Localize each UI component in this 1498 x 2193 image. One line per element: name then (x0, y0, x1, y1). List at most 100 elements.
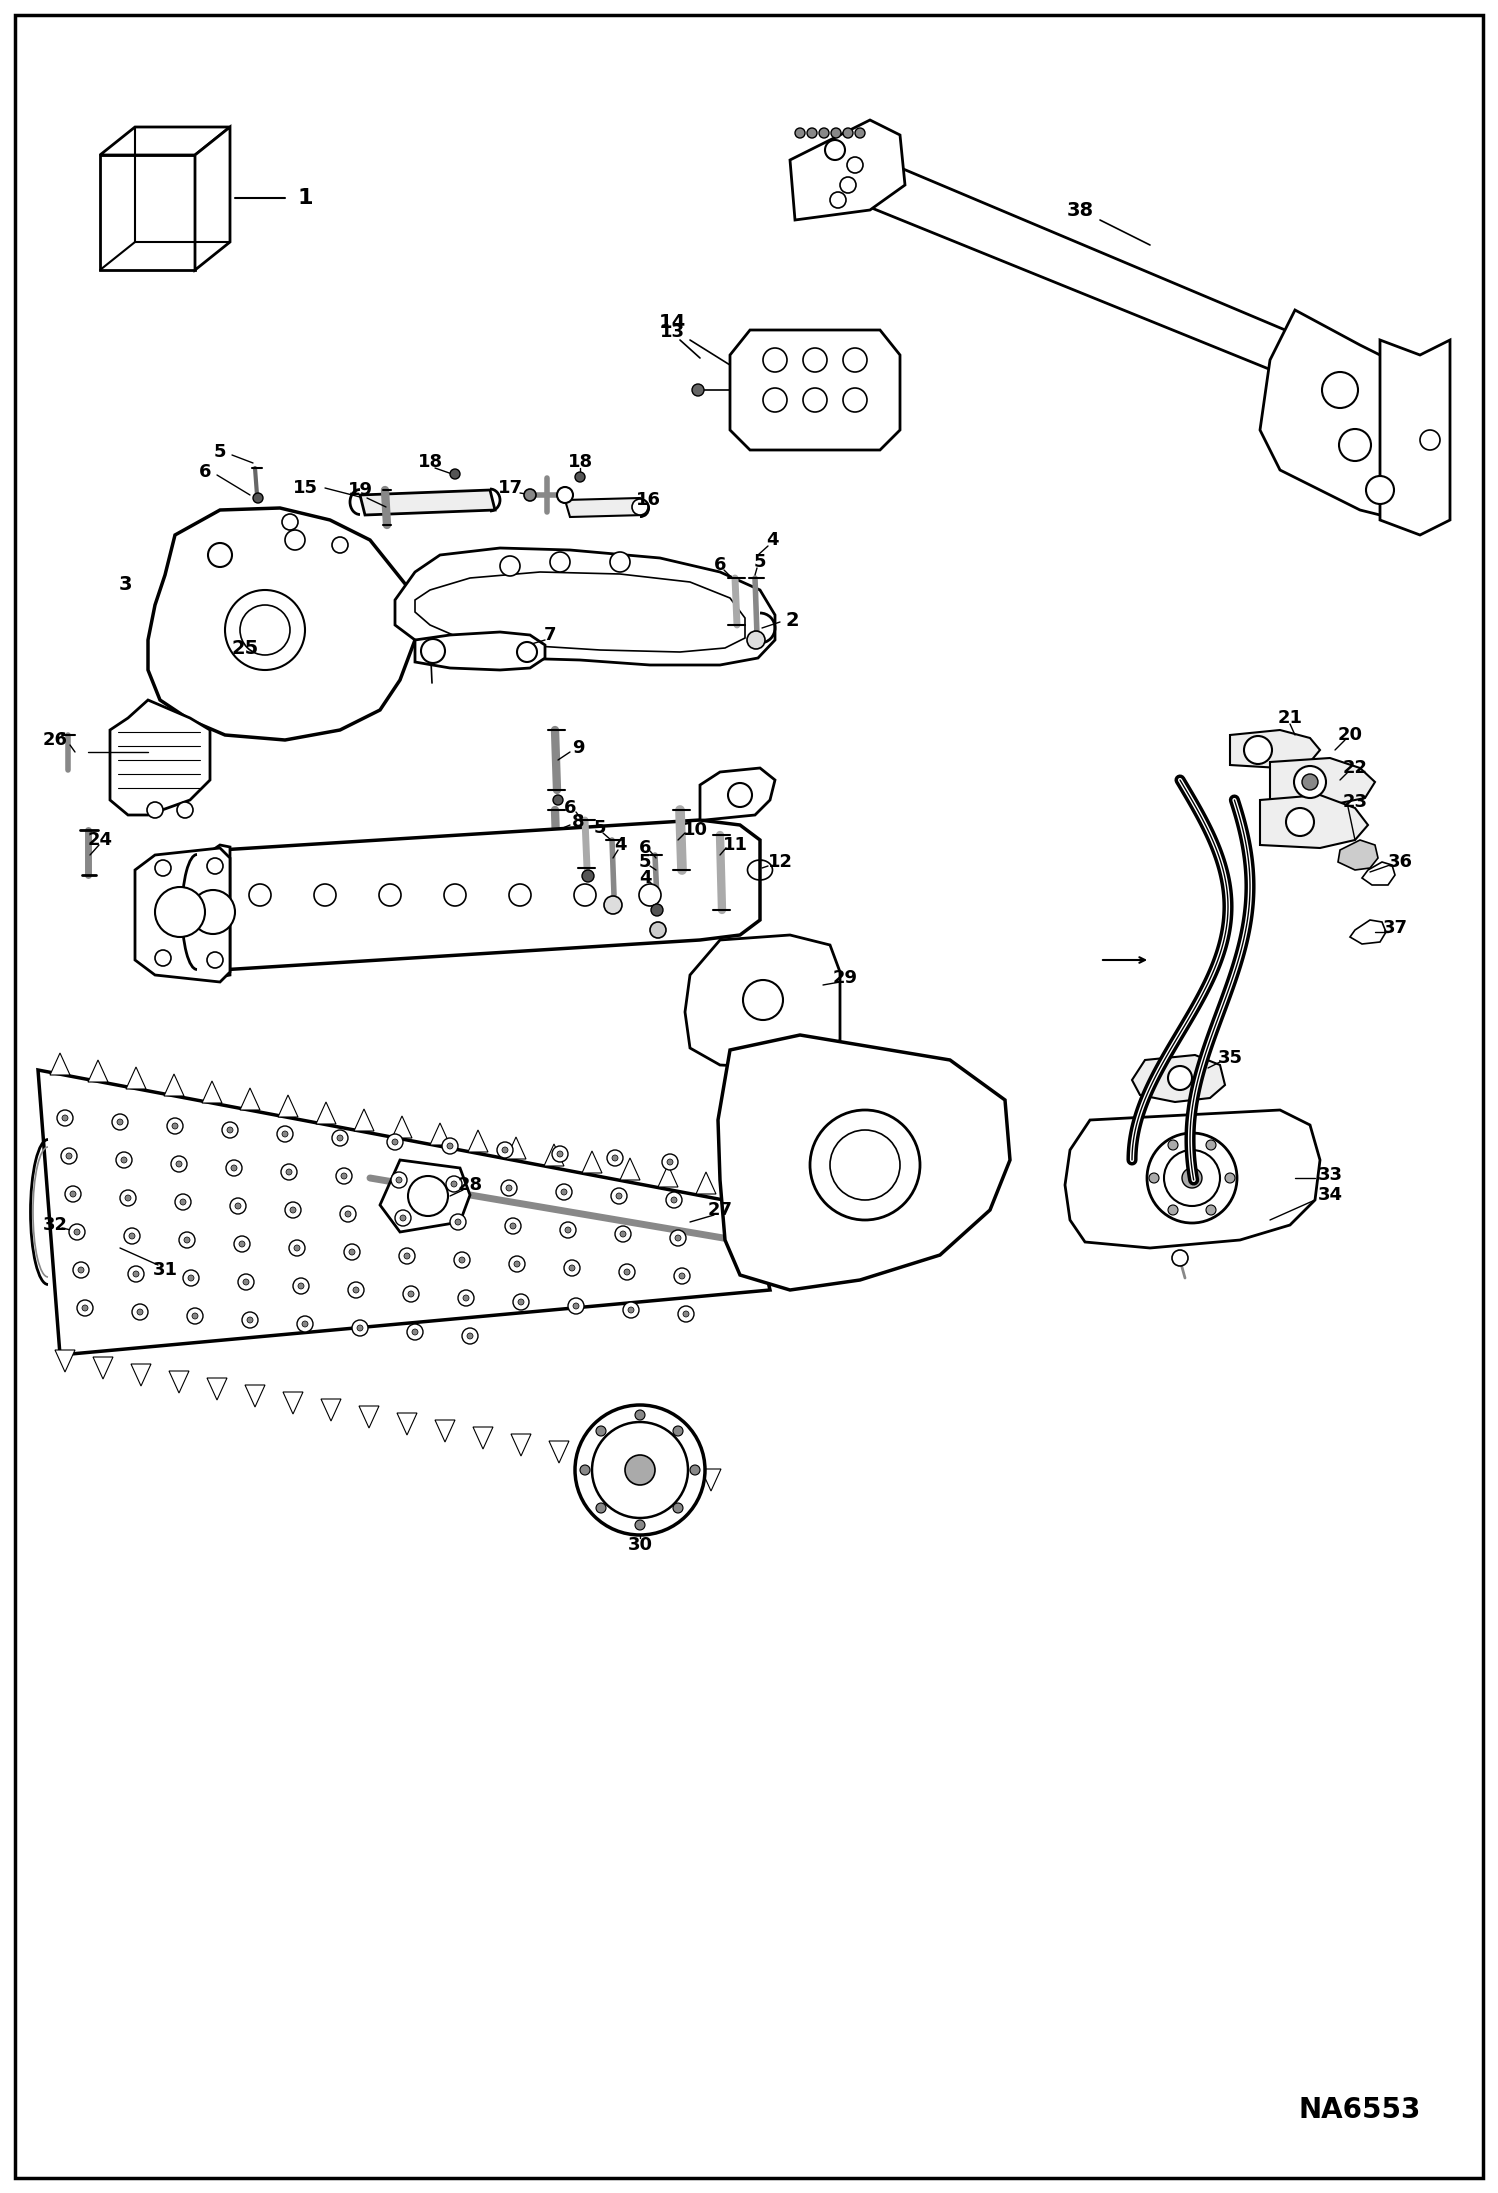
Circle shape (1164, 1149, 1219, 1206)
Circle shape (449, 1215, 466, 1230)
Polygon shape (565, 498, 646, 518)
Circle shape (551, 1147, 568, 1162)
Text: 4: 4 (638, 868, 652, 886)
Polygon shape (697, 1171, 716, 1193)
Text: 27: 27 (707, 1202, 733, 1219)
Text: 28: 28 (457, 1175, 482, 1193)
Text: 20: 20 (1338, 726, 1363, 743)
Text: 10: 10 (683, 820, 707, 840)
Polygon shape (354, 1110, 374, 1132)
Circle shape (673, 1502, 683, 1513)
Text: 29: 29 (833, 969, 857, 987)
Circle shape (611, 1189, 628, 1204)
Circle shape (78, 1268, 84, 1272)
Circle shape (235, 1204, 241, 1208)
Circle shape (502, 1147, 508, 1154)
Circle shape (830, 193, 846, 208)
Circle shape (580, 1465, 590, 1476)
Text: 5: 5 (214, 443, 226, 461)
Polygon shape (625, 1454, 646, 1478)
Circle shape (560, 1189, 568, 1195)
Circle shape (500, 1180, 517, 1195)
Polygon shape (93, 1357, 112, 1379)
Circle shape (550, 553, 571, 572)
Circle shape (762, 349, 786, 373)
Circle shape (407, 1175, 448, 1215)
Circle shape (243, 1311, 258, 1329)
Circle shape (667, 1193, 682, 1208)
Circle shape (192, 1314, 198, 1318)
Circle shape (285, 531, 306, 550)
Circle shape (187, 1307, 204, 1325)
Circle shape (1366, 476, 1395, 504)
Text: 18: 18 (418, 454, 442, 471)
Circle shape (632, 500, 649, 515)
Text: 7: 7 (544, 625, 556, 645)
Circle shape (286, 1169, 292, 1175)
Text: 34: 34 (1318, 1186, 1342, 1204)
Text: 6: 6 (199, 463, 211, 480)
Circle shape (121, 1158, 127, 1162)
Circle shape (509, 1257, 524, 1272)
Circle shape (120, 1191, 136, 1206)
Polygon shape (467, 1129, 488, 1151)
Polygon shape (130, 1364, 151, 1386)
Circle shape (840, 178, 855, 193)
Circle shape (679, 1307, 694, 1322)
Circle shape (683, 1311, 689, 1318)
Polygon shape (395, 548, 774, 664)
Polygon shape (664, 1463, 683, 1485)
Circle shape (154, 860, 171, 875)
Polygon shape (392, 1116, 412, 1138)
Polygon shape (195, 820, 759, 969)
Text: 6: 6 (638, 840, 652, 857)
Circle shape (298, 1283, 304, 1289)
Circle shape (73, 1261, 88, 1279)
Circle shape (154, 950, 171, 965)
Circle shape (231, 1197, 246, 1215)
Polygon shape (195, 127, 231, 270)
Circle shape (70, 1191, 76, 1197)
Circle shape (398, 1248, 415, 1263)
Circle shape (458, 1289, 473, 1307)
Circle shape (178, 1232, 195, 1248)
Circle shape (115, 1151, 132, 1169)
Circle shape (568, 1298, 584, 1314)
Circle shape (628, 1307, 634, 1314)
Circle shape (354, 1287, 360, 1294)
Text: 11: 11 (722, 836, 748, 853)
Circle shape (337, 1136, 343, 1140)
Circle shape (342, 1173, 348, 1180)
Circle shape (1206, 1140, 1216, 1149)
Text: 33: 33 (1318, 1167, 1342, 1184)
Circle shape (172, 1123, 178, 1129)
Text: 4: 4 (614, 836, 626, 853)
Polygon shape (195, 844, 231, 978)
Polygon shape (701, 1469, 721, 1491)
Circle shape (676, 1235, 682, 1241)
Text: 38: 38 (1067, 200, 1094, 219)
Circle shape (421, 638, 445, 662)
Text: 19: 19 (348, 480, 373, 500)
Polygon shape (163, 1075, 184, 1096)
Circle shape (234, 1237, 250, 1252)
Circle shape (625, 1454, 655, 1485)
Circle shape (127, 1265, 144, 1283)
Circle shape (294, 1279, 309, 1294)
Text: 36: 36 (1387, 853, 1413, 871)
Text: 17: 17 (497, 478, 523, 498)
Circle shape (1168, 1204, 1177, 1215)
Circle shape (574, 884, 596, 906)
Circle shape (207, 952, 223, 967)
Circle shape (604, 897, 622, 914)
Text: 13: 13 (659, 322, 685, 340)
Circle shape (249, 884, 271, 906)
Circle shape (345, 1211, 351, 1217)
Polygon shape (434, 1421, 455, 1443)
Circle shape (843, 388, 867, 412)
Circle shape (565, 1261, 580, 1276)
Circle shape (240, 1241, 246, 1248)
Polygon shape (169, 1371, 189, 1393)
Circle shape (282, 1132, 288, 1136)
Polygon shape (730, 329, 900, 450)
